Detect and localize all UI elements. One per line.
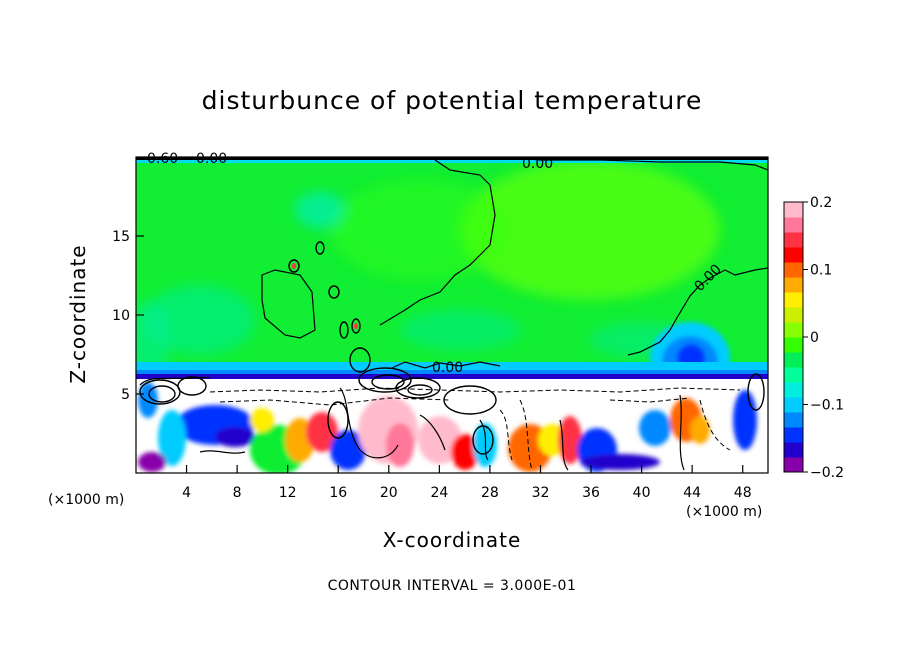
contour-label: 0.60 [147, 151, 178, 167]
x-tick-label: 40 [633, 485, 651, 501]
colorbar-segment [784, 412, 803, 428]
y-tick-label: 10 [112, 308, 130, 324]
colorbar-tick-label: 0.1 [810, 263, 832, 279]
colorbar-tick-label: −0.1 [810, 398, 844, 414]
x-tick-label: 48 [734, 485, 752, 501]
colorbar-segment [784, 277, 803, 293]
colorbar-segment [784, 217, 803, 233]
contour-interval: CONTOUR INTERVAL = 3.000E-01 [327, 578, 577, 594]
colorbar-tick-label: 0.2 [810, 195, 832, 211]
colorbar: 0.2 0.1 0 −0.1 −0.2 [783, 195, 844, 481]
contour-label: 0.00 [522, 156, 553, 172]
colorbar-segment [784, 382, 803, 398]
x-axis-label: X-coordinate [382, 528, 522, 552]
x-tick-label: 20 [380, 485, 398, 501]
x-tick-label: 32 [532, 485, 550, 501]
colorbar-segment [784, 322, 803, 338]
x-axis: 4 8 12 16 20 24 28 32 36 40 44 48 [182, 465, 752, 501]
x-tick-label: 28 [481, 485, 499, 501]
y-axis-label: Z-coordinate [66, 244, 90, 384]
y-axis: 5 10 15 [112, 229, 144, 403]
colorbar-segment [784, 247, 803, 263]
colorbar-segment [784, 337, 803, 353]
chart-title: disturbunce of potential temperature [201, 86, 703, 115]
colorbar-segment [784, 262, 803, 278]
x-tick-label: 8 [233, 485, 242, 501]
x-tick-label: 36 [582, 485, 600, 501]
colorbar-segment [784, 367, 803, 383]
colorbar-segment [784, 442, 803, 458]
x-tick-label: 44 [683, 485, 701, 501]
colorbar-segment [784, 292, 803, 308]
x-tick-label: 4 [182, 485, 191, 501]
x-tick-label: 24 [430, 485, 448, 501]
colorbar-segment [784, 352, 803, 368]
colorbar-segment [784, 202, 803, 218]
x-unit-left: (×1000 m) [48, 492, 125, 508]
colorbar-segment [784, 427, 803, 443]
y-tick-label: 15 [112, 229, 130, 245]
x-tick-label: 12 [279, 485, 297, 501]
colorbar-segment [784, 457, 803, 473]
colorbar-tick-label: 0 [810, 330, 819, 346]
colorbar-segment [784, 307, 803, 323]
contour-label: 0.00 [432, 360, 463, 376]
x-tick-label: 16 [329, 485, 347, 501]
heatmap-field [136, 157, 768, 473]
colorbar-segment [784, 232, 803, 248]
x-unit-right: (×1000 m) [686, 504, 763, 520]
colorbar-tick-label: −0.2 [810, 465, 844, 481]
contour-label: 0.00 [196, 151, 227, 167]
colorbar-segment [784, 397, 803, 413]
y-tick-label: 5 [121, 387, 130, 403]
